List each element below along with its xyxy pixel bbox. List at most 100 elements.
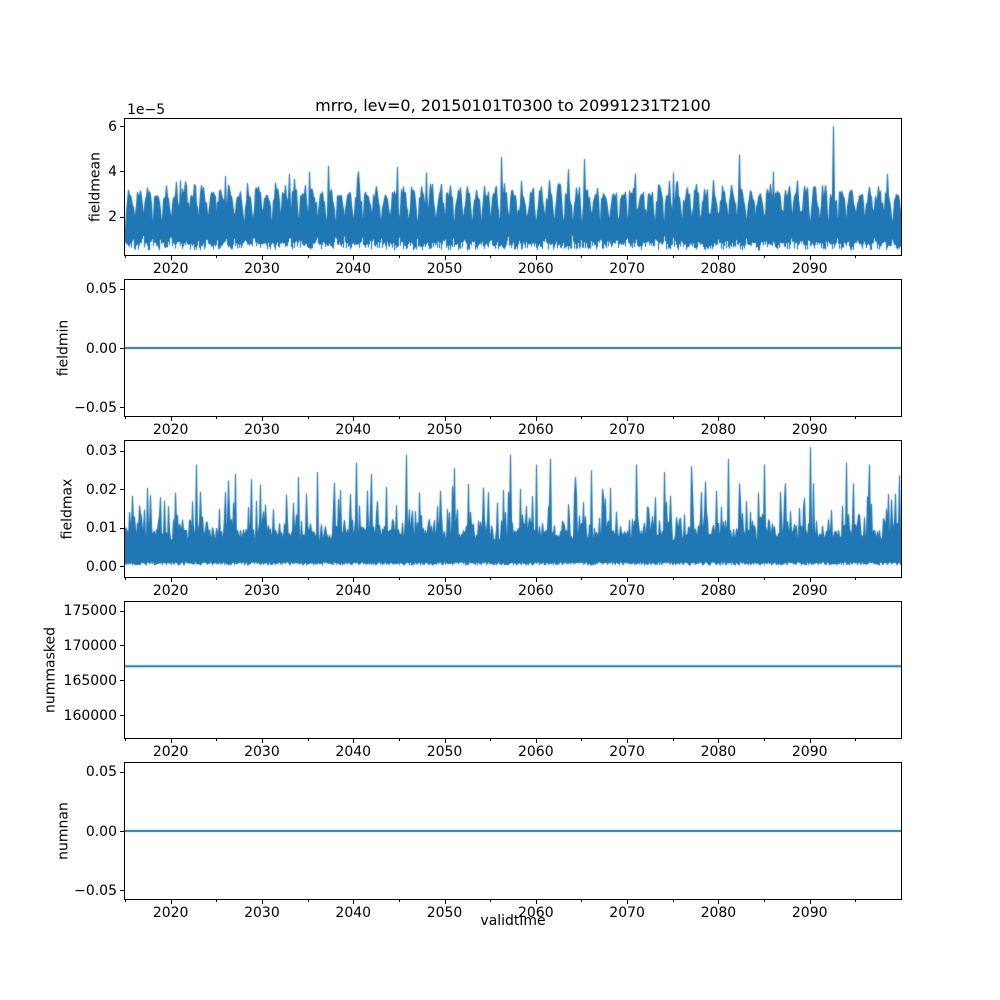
x-tick-label: 2090	[791, 744, 828, 760]
y-tick-label: 170000	[63, 637, 117, 654]
x-minor-tick-mark	[581, 256, 583, 258]
x-tick-label: 2020	[152, 261, 189, 277]
x-major-tick-mark	[535, 739, 537, 743]
y-tick-label: 165000	[63, 672, 117, 689]
x-minor-tick-mark	[855, 417, 857, 419]
x-major-tick-mark	[627, 900, 629, 904]
x-minor-tick-mark	[581, 739, 583, 741]
x-tick-label: 2070	[609, 905, 645, 921]
x-minor-tick-mark	[581, 900, 583, 902]
x-minor-tick-mark	[307, 739, 309, 741]
x-major-tick-mark	[261, 417, 263, 421]
fieldmin-plot-canvas	[125, 280, 901, 416]
x-minor-tick-mark	[672, 900, 674, 902]
x-tick-label: 2060	[517, 422, 554, 438]
x-tick-label: 2030	[244, 422, 280, 438]
x-major-tick-mark	[535, 417, 537, 421]
y-tick-mark	[120, 890, 124, 892]
subplot-fieldmax	[124, 440, 902, 578]
x-minor-tick-mark	[672, 739, 674, 741]
x-minor-tick-mark	[490, 256, 492, 258]
x-tick-label: 2060	[517, 905, 554, 921]
x-major-tick-mark	[809, 578, 811, 582]
x-tick-label: 2060	[517, 583, 554, 599]
subplot-numnan	[124, 762, 902, 900]
x-minor-tick-mark	[216, 417, 218, 419]
x-minor-tick-mark	[216, 739, 218, 741]
x-minor-tick-mark	[855, 578, 857, 580]
x-major-tick-mark	[261, 739, 263, 743]
x-major-tick-mark	[718, 578, 720, 582]
x-major-tick-mark	[170, 900, 172, 904]
x-minor-tick-mark	[398, 417, 400, 419]
x-major-tick-mark	[444, 256, 446, 260]
x-tick-label: 2080	[700, 261, 737, 277]
x-tick-label: 2030	[244, 905, 280, 921]
x-axis-label: validtime	[480, 913, 546, 929]
x-tick-label: 2070	[609, 583, 645, 599]
x-major-tick-mark	[535, 256, 537, 260]
x-tick-label: 2050	[426, 905, 463, 921]
y-tick-mark	[120, 715, 124, 717]
y-tick-mark	[120, 288, 124, 290]
y-tick-label: 175000	[63, 603, 117, 620]
x-major-tick-mark	[627, 256, 629, 260]
x-tick-label: 2050	[426, 744, 463, 760]
x-major-tick-mark	[353, 417, 355, 421]
x-minor-tick-mark	[764, 256, 766, 258]
x-minor-tick-mark	[398, 578, 400, 580]
x-tick-label: 2020	[152, 905, 189, 921]
y-tick-mark	[120, 566, 124, 568]
x-minor-tick-mark	[307, 417, 309, 419]
x-tick-label: 2020	[152, 422, 189, 438]
y-tick-mark	[120, 831, 124, 832]
y-tick-label: 0.01	[85, 520, 117, 537]
x-minor-tick-mark	[855, 256, 857, 258]
x-tick-label: 2040	[335, 583, 372, 599]
y-tick-label: 2	[108, 209, 117, 226]
y-tick-label: 6	[108, 118, 117, 135]
x-minor-tick-mark	[307, 256, 309, 258]
y-tick-mark	[120, 680, 124, 682]
x-minor-tick-mark	[581, 578, 583, 580]
x-major-tick-mark	[809, 417, 811, 421]
x-major-tick-mark	[718, 256, 720, 260]
x-tick-label: 2080	[700, 744, 737, 760]
y-tick-label: 4	[108, 163, 117, 180]
x-major-tick-mark	[353, 900, 355, 904]
x-major-tick-mark	[261, 578, 263, 582]
x-major-tick-mark	[261, 900, 263, 904]
y-tick-mark	[120, 348, 124, 349]
x-minor-tick-mark	[216, 900, 218, 902]
y-tick-label: 0.05	[85, 764, 117, 781]
x-major-tick-mark	[627, 739, 629, 743]
y-tick-label: 0.05	[85, 281, 117, 298]
fieldmax-plot-canvas	[125, 441, 901, 577]
x-major-tick-mark	[353, 739, 355, 743]
x-major-tick-mark	[170, 256, 172, 260]
x-tick-label: 2080	[700, 422, 737, 438]
x-minor-tick-mark	[307, 578, 309, 580]
x-major-tick-mark	[170, 578, 172, 582]
x-tick-label: 2090	[791, 583, 828, 599]
y-tick-mark	[120, 527, 124, 529]
x-minor-tick-mark	[672, 578, 674, 580]
x-tick-label: 2080	[700, 583, 737, 599]
offset-text-1e-5: 1e−5	[127, 102, 166, 118]
x-major-tick-mark	[444, 739, 446, 743]
x-minor-tick-mark	[490, 417, 492, 419]
x-minor-tick-mark	[125, 256, 126, 258]
y-tick-label: 160000	[63, 707, 117, 724]
x-minor-tick-mark	[672, 417, 674, 419]
x-minor-tick-mark	[307, 900, 309, 902]
y-tick-mark	[120, 216, 124, 218]
nummasked-plot-canvas	[125, 602, 901, 738]
y-tick-mark	[120, 171, 124, 173]
x-tick-label: 2040	[335, 744, 372, 760]
x-major-tick-mark	[261, 256, 263, 260]
x-minor-tick-mark	[764, 900, 766, 902]
x-tick-label: 2060	[517, 744, 554, 760]
x-tick-label: 2090	[791, 422, 828, 438]
x-minor-tick-mark	[764, 739, 766, 741]
x-minor-tick-mark	[125, 578, 126, 580]
